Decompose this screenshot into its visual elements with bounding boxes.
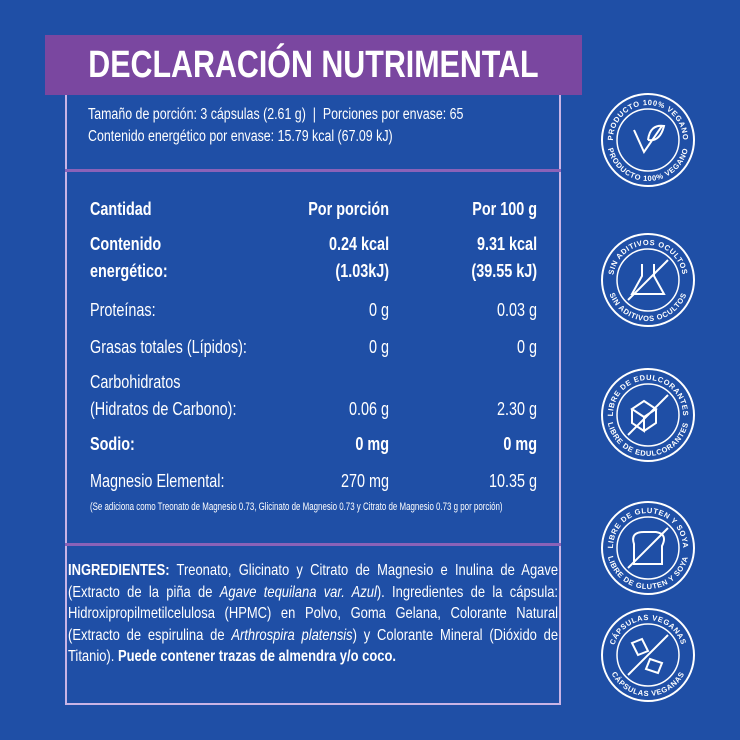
badge-ring [601,93,695,187]
cell-value: 10.35 g [488,471,537,491]
cell-value: 0.24 kcal [328,234,389,254]
badge-text: PRODUCTO 100% VEGANO [606,147,690,183]
ingredients-text: (Extracto de espirulina de [68,626,232,644]
badge-ring [601,233,695,327]
badge-inner [616,383,680,447]
ingredients-text: Agave tequilana var. Azul [219,583,377,601]
cell-value: 0 mg [355,434,389,454]
badge-text-path: SIN ADITIVOS OCULTOS [608,291,688,323]
badge-icon [627,394,669,436]
ingredients-text: Treonato, Glicinato y Citrato de Magnesi… [169,562,559,579]
badge-icon [633,124,666,155]
cell-value: 0 mg [503,434,537,454]
ingredients-text: Arthrospira platensis [231,626,353,644]
divider [65,543,561,546]
row-label: Proteínas: [90,300,156,320]
ingredients-text: ) y Colorante Mineral (Dióxido de [352,626,559,644]
badge-icon [627,527,669,569]
title-wrap: DECLARACIÓN NUTRIMENTAL [45,35,582,95]
ingredients-text: Puede contener trazas de almendra y/o co… [117,648,396,665]
row-label: Sodio: [90,434,135,454]
energy-line: Contenido energético por envase: 15.79 k… [88,128,393,145]
row-label: Grasas totales (Lípidos): [90,337,247,357]
badge-icon [627,259,669,301]
badge-text: LIBRE DE EDULCORANTES [606,421,690,458]
badge-text-path: PRODUCTO 100% VEGANO [606,147,690,183]
badge-text: CÁPSULAS VEGANAS [610,670,687,698]
icon-bread [627,527,669,569]
footnote: (Se adiciona como Treonato de Magnesio 0… [90,501,503,513]
ingredients-line: Titanio). Puede contener trazas de almen… [68,646,558,668]
ingredients-text: INGREDIENTES: [68,562,170,579]
icon-cubes [627,394,669,436]
cell-value: 0 g [516,337,537,357]
ingredients: INGREDIENTES: Treonato, Glicinato y Citr… [68,560,558,668]
cell-value: 9.31 kcal [476,234,537,254]
row-label: Contenido [90,234,162,254]
badge-text: LIBRE DE GLUTEN Y SOYA [606,555,690,591]
column-header: Por 100 g [472,199,537,219]
badge-text: SIN ADITIVOS OCULTOS [608,291,689,323]
title-bar [45,35,582,95]
label-box [65,95,561,705]
badge-text-path: CÁPSULAS VEGANAS [610,670,686,698]
cell-value: 0.03 g [496,300,537,320]
row-label: (Hidratos de Carbono): [90,399,237,419]
row-label: energético: [90,261,168,281]
ingredients-text: (Extracto de la piña de [68,583,220,601]
cell-value: (1.03kJ) [335,261,389,281]
badge-inner [616,623,680,687]
cell-value: 0 g [368,337,389,357]
cell-value: 0 g [368,300,389,320]
cell-value: (39.55 kJ) [471,261,537,281]
icon-capsules [627,634,669,676]
ingredients-text: ). Ingredientes de la cápsula: [376,583,559,601]
badge-ring [601,501,695,595]
icon-leaf [633,124,666,155]
serving-line: Tamaño de porción: 3 cápsulas (2.61 g) |… [88,106,464,123]
divider [65,169,561,172]
column-header: Cantidad [90,199,152,219]
row-label: Magnesio Elemental: [90,471,225,491]
badge-text-path: LIBRE DE GLUTEN Y SOYA [606,555,690,591]
ingredients-line: (Extracto de espirulina de Arthrospira p… [68,625,558,647]
ingredients-line: INGREDIENTES: Treonato, Glicinato y Citr… [68,560,558,582]
ingredients-line: Hidroxipropilmetilcelulosa (HPMC) en Pol… [68,603,558,625]
ingredients-text: Hidroxipropilmetilcelulosa (HPMC) en Pol… [68,605,559,622]
cell-value: 0.06 g [348,399,389,419]
badge-text-path: LIBRE DE EDULCORANTES [606,421,690,458]
badge-inner [616,108,680,172]
badge-inner [616,248,680,312]
title: DECLARACIÓN NUTRIMENTAL [88,43,539,86]
badge-ring [601,608,695,702]
cell-value: 270 mg [340,471,389,491]
badge-inner [616,516,680,580]
row-label: Carbohidratos [90,372,181,392]
badge-icon [627,634,669,676]
ingredients-text: Titanio). [68,648,118,665]
cell-value: 2.30 g [496,399,537,419]
icon-flask [627,259,669,301]
column-header: Por porción [308,199,389,219]
badge-ring [601,368,695,462]
ingredients-line: (Extracto de la piña de Agave tequilana … [68,582,558,604]
